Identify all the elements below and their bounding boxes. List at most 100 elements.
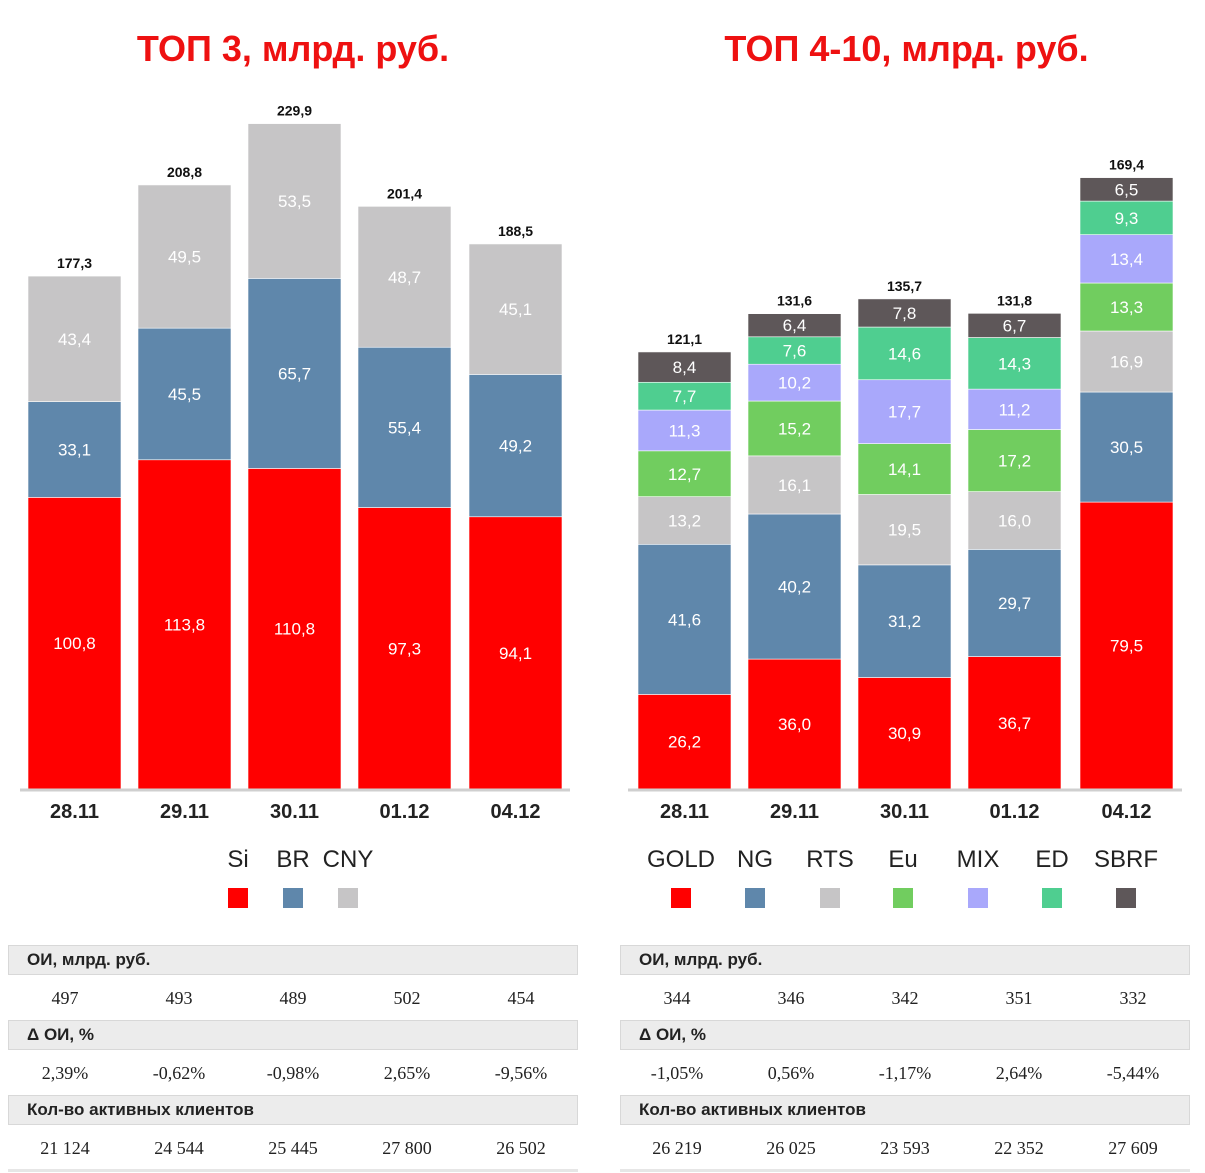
bar-segment-ng-04.12 bbox=[1079, 391, 1174, 503]
table-cell: -0,62% bbox=[152, 1063, 206, 1083]
data-label: 14,6 bbox=[888, 344, 921, 363]
legend-swatch bbox=[893, 888, 913, 908]
data-label: 41,6 bbox=[668, 610, 701, 629]
data-label: 10,2 bbox=[778, 374, 811, 393]
legend-label: Eu bbox=[888, 846, 918, 873]
data-label: 13,2 bbox=[668, 511, 701, 530]
table-section-header: ОИ, млрд. руб. bbox=[620, 945, 1190, 975]
legend-swatch bbox=[338, 888, 358, 908]
total-label: 177,3 bbox=[57, 255, 92, 271]
data-label: 53,5 bbox=[278, 192, 311, 211]
bar-segment-eu-01.12 bbox=[967, 429, 1062, 492]
chart-title-top3: ТОП 3, млрд. руб. bbox=[136, 28, 450, 69]
legend-item-mix: MIX bbox=[928, 846, 1028, 908]
table-row: 497 493 489 502 454 bbox=[8, 982, 578, 1016]
data-label: 31,2 bbox=[888, 612, 921, 631]
bar-segment-sbrf-04.12 bbox=[1079, 177, 1174, 202]
bar-segment-ed-30.11 bbox=[857, 326, 952, 381]
data-label: 6,7 bbox=[1003, 316, 1027, 335]
data-label: 110,8 bbox=[274, 620, 315, 639]
table-cell: 497 bbox=[51, 988, 79, 1008]
data-label: 100,8 bbox=[53, 634, 96, 653]
bar-segment-eu-04.12 bbox=[1079, 282, 1174, 332]
bar-segment-cny-01.12 bbox=[357, 206, 452, 348]
data-label: 45,1 bbox=[499, 300, 532, 319]
data-label: 45,5 bbox=[168, 385, 201, 404]
table-cell: -9,56% bbox=[494, 1063, 548, 1083]
legend-label: Si bbox=[227, 846, 249, 873]
table-cell: 27 800 bbox=[382, 1138, 432, 1158]
bar-segment-cny-04.12 bbox=[468, 243, 563, 375]
x-tick-label: 01.12 bbox=[379, 801, 429, 823]
bar-segment-sbrf-30.11 bbox=[857, 298, 952, 328]
table-bottom-divider bbox=[620, 1169, 1190, 1172]
table-cell: 502 bbox=[393, 988, 421, 1008]
data-label: 9,3 bbox=[1115, 209, 1139, 228]
table-cell: 26 502 bbox=[496, 1138, 546, 1158]
data-label: 29,7 bbox=[998, 594, 1031, 613]
x-tick-label: 28.11 bbox=[660, 801, 709, 823]
legend-swatch bbox=[283, 888, 303, 908]
legend-top4-10: GOLD NG RTS Eu MIX ED SBRF bbox=[0, 846, 1205, 916]
stats-table-top4-10: ОИ, млрд. руб. 344 346 342 351 332 Δ ОИ, % -1,0… bbox=[620, 945, 1190, 1173]
data-label: 55,4 bbox=[388, 418, 421, 437]
data-label: 16,9 bbox=[1110, 353, 1143, 372]
total-label: 169,4 bbox=[1109, 157, 1144, 173]
table-cell: 23 593 bbox=[880, 1138, 930, 1158]
data-label: 17,2 bbox=[998, 452, 1031, 471]
legend-label: NG bbox=[737, 846, 773, 873]
data-label: 15,2 bbox=[778, 419, 811, 438]
data-label: 13,4 bbox=[1110, 250, 1143, 269]
legend-swatch bbox=[968, 888, 988, 908]
x-tick-label: 28.11 bbox=[50, 801, 99, 823]
legend-item-gold: GOLD bbox=[631, 846, 731, 908]
table-cell: 332 bbox=[1119, 988, 1147, 1008]
bar-segment-cny-30.11 bbox=[247, 123, 342, 279]
bar-segment-gold-04.12 bbox=[1079, 501, 1174, 790]
legend-label: GOLD bbox=[646, 846, 715, 873]
data-label: 6,4 bbox=[783, 316, 807, 335]
table-cell: 0,56% bbox=[767, 1063, 815, 1083]
bar-segment-br-01.12 bbox=[357, 346, 452, 508]
data-label: 17,7 bbox=[888, 403, 921, 422]
table-cell: 22 352 bbox=[994, 1138, 1044, 1158]
legend-label: ED bbox=[1035, 846, 1069, 873]
table-cell: 454 bbox=[507, 988, 535, 1008]
bar-segment-mix-04.12 bbox=[1079, 234, 1174, 284]
data-label: 40,2 bbox=[778, 578, 811, 597]
bar-segment-gold-01.12 bbox=[967, 656, 1062, 790]
table-cell: 489 bbox=[279, 988, 307, 1008]
bar-segment-mix-30.11 bbox=[857, 379, 952, 444]
chart-title-top4-10: ТОП 4-10, млрд. руб. bbox=[724, 28, 1089, 69]
table-cell: 342 bbox=[891, 988, 919, 1008]
x-tick-label: 29.11 bbox=[160, 801, 209, 823]
legend-swatch bbox=[820, 888, 840, 908]
data-label: 26,2 bbox=[668, 733, 701, 752]
total-label: 131,6 bbox=[777, 293, 812, 309]
bar-segment-cny-28.11 bbox=[27, 275, 122, 402]
bar-segment-ed-01.12 bbox=[967, 337, 1062, 390]
bar-segment-rts-04.12 bbox=[1079, 330, 1174, 393]
bar-segment-ng-30.11 bbox=[857, 564, 952, 678]
legend-item-ed: ED bbox=[1002, 846, 1102, 908]
legend-swatch bbox=[1116, 888, 1136, 908]
total-label: 121,1 bbox=[667, 331, 702, 347]
table-cell: 2,39% bbox=[41, 1063, 89, 1083]
x-tick-label: 29.11 bbox=[770, 801, 819, 823]
table-row: 344 346 342 351 332 bbox=[620, 982, 1190, 1016]
data-label: 16,1 bbox=[778, 476, 811, 495]
table-cell: 2,64% bbox=[995, 1063, 1043, 1083]
table-cell: 24 544 bbox=[154, 1138, 204, 1158]
chart-top3: 100,8 33,1 43,4 177,3 28.11 113,8 45,5 49,5 208,… bbox=[20, 103, 570, 823]
legend-item-si: Si bbox=[188, 846, 288, 908]
table-cell: 2,65% bbox=[383, 1063, 431, 1083]
data-label: 79,5 bbox=[1110, 637, 1143, 656]
legend-label: MIX bbox=[956, 846, 1000, 873]
table-cell: -1,17% bbox=[878, 1063, 932, 1083]
legend-swatch bbox=[1042, 888, 1062, 908]
bar-segment-br-04.12 bbox=[468, 374, 563, 518]
table-row: 26 219 26 025 23 593 22 352 27 609 bbox=[620, 1132, 1190, 1166]
bar-segment-si-04.12 bbox=[468, 516, 563, 790]
data-label: 16,0 bbox=[998, 511, 1031, 530]
